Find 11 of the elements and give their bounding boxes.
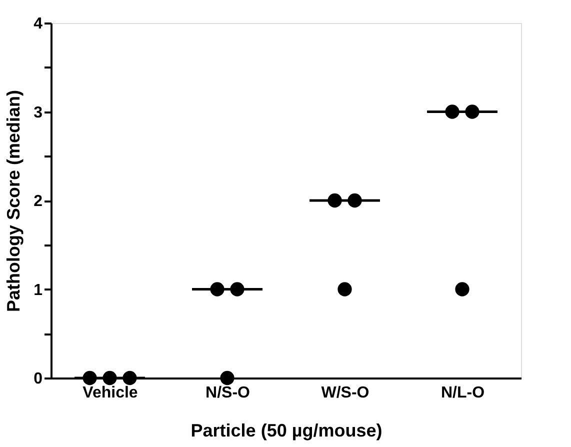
y-tick-label: 0 bbox=[34, 370, 43, 388]
y-tick-label: 3 bbox=[34, 104, 43, 122]
y-tick-label: 1 bbox=[34, 282, 43, 299]
x-tick-label: W/S-O bbox=[321, 384, 370, 402]
x-tick-label: Vehicle bbox=[82, 384, 138, 402]
y-axis-title: Pathology Score (median) bbox=[4, 90, 24, 312]
y-tick-label: 2 bbox=[34, 193, 43, 210]
y-tick-label: 4 bbox=[34, 16, 43, 32]
x-tick-label: N/L-O bbox=[440, 384, 485, 402]
x-tick-label: N/S-O bbox=[206, 384, 250, 402]
x-axis-title: Particle (50 µg/mouse) bbox=[190, 420, 382, 440]
